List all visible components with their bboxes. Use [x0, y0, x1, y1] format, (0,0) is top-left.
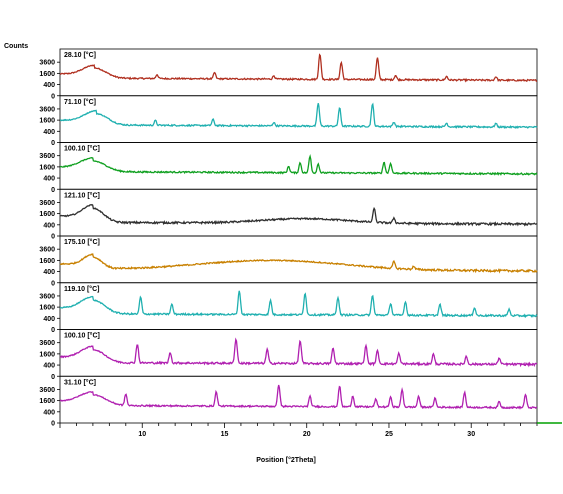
panel-frame — [59, 48, 538, 97]
y-tick-label: 3600 — [39, 200, 55, 207]
y-tick-label: 1600 — [39, 258, 55, 265]
series-label: 71.10 [°C] — [64, 98, 96, 106]
y-tick-label: 400 — [43, 82, 55, 89]
y-tick-label: 3600 — [39, 247, 55, 254]
series-line — [59, 203, 538, 227]
series-line — [59, 384, 538, 410]
y-tick-label: 3600 — [39, 340, 55, 347]
y-tick-label: 0 — [51, 280, 55, 287]
y-tick-label: 0 — [51, 374, 55, 381]
panel: 3600 1600 400 0 100.10 [°C] — [39, 329, 538, 381]
panel-frame — [59, 375, 538, 424]
x-axis-label: Position [°2Theta] — [256, 456, 316, 464]
y-tick-label: 0 — [51, 327, 55, 334]
y-tick-label: 400 — [43, 269, 55, 276]
panel: 3600 1600 400 0 175.10 [°C] — [39, 235, 538, 287]
plot-area: 3600 1600 400 0 28.10 [°C] 3600 1600 400 0 71.10 … — [39, 48, 538, 428]
y-tick-label: 3600 — [39, 60, 55, 67]
panel-frame — [59, 95, 538, 143]
y-tick-label: 1600 — [39, 164, 55, 171]
y-tick-label: 1600 — [39, 118, 55, 125]
y-tick-label: 3600 — [39, 387, 55, 394]
y-tick-label: 0 — [51, 93, 55, 100]
y-tick-label: 0 — [51, 421, 55, 428]
series-line — [59, 252, 538, 274]
y-tick-label: 1600 — [39, 398, 55, 405]
y-tick-label: 400 — [43, 409, 55, 416]
panel: 3600 1600 400 0 71.10 [°C] — [39, 95, 538, 147]
y-tick-label: 0 — [51, 234, 55, 241]
series-line — [59, 102, 538, 130]
x-tick-label: 15 — [221, 431, 229, 438]
y-tick-label: 0 — [51, 187, 55, 194]
panel: 3600 1600 400 0 119.10 [°C] — [39, 282, 538, 334]
panel: 3600 1600 400 0 28.10 [°C] — [39, 48, 538, 100]
series-line — [59, 337, 538, 368]
x-tick-label: 10 — [138, 431, 146, 438]
panel: 3600 1600 400 0 121.10 [°C] — [39, 188, 538, 241]
y-tick-label: 1600 — [39, 71, 55, 78]
panel-frame — [59, 282, 538, 330]
series-label: 175.10 [°C] — [64, 238, 100, 246]
y-tick-label: 1600 — [39, 351, 55, 358]
series-label: 31.10 [°C] — [64, 378, 96, 386]
y-tick-label: 0 — [51, 140, 55, 147]
y-tick-label: 3600 — [39, 293, 55, 300]
y-axis-label: Counts — [4, 43, 28, 50]
series-label: 28.10 [°C] — [64, 51, 96, 59]
x-tick-label: 20 — [303, 431, 311, 438]
y-tick-label: 3600 — [39, 153, 55, 160]
series-label: 100.10 [°C] — [64, 145, 100, 153]
series-line — [60, 153, 538, 176]
x-tick-label: 30 — [467, 431, 475, 438]
series-line — [59, 290, 538, 319]
panel-frame — [59, 235, 538, 284]
series-label: 100.10 [°C] — [64, 332, 100, 340]
y-tick-label: 400 — [43, 176, 55, 183]
y-tick-label: 400 — [43, 363, 55, 370]
y-tick-label: 1600 — [39, 211, 55, 218]
panel: 3600 1600 400 0 100.10 [°C] — [39, 142, 538, 194]
panel: 3600 1600 400 0 31.10 [°C] — [39, 375, 538, 428]
y-tick-label: 400 — [43, 222, 55, 229]
series-line — [59, 53, 538, 83]
series-label: 121.10 [°C] — [64, 191, 100, 199]
y-tick-label: 400 — [43, 129, 55, 136]
y-tick-label: 3600 — [39, 106, 55, 113]
x-axis: 10 15 20 25 30 — [59, 422, 562, 438]
y-tick-label: 1600 — [39, 305, 55, 312]
series-label: 119.10 [°C] — [64, 285, 100, 293]
x-tick-label: 25 — [385, 431, 393, 438]
y-tick-label: 400 — [43, 316, 55, 323]
panel-frame — [59, 188, 538, 237]
